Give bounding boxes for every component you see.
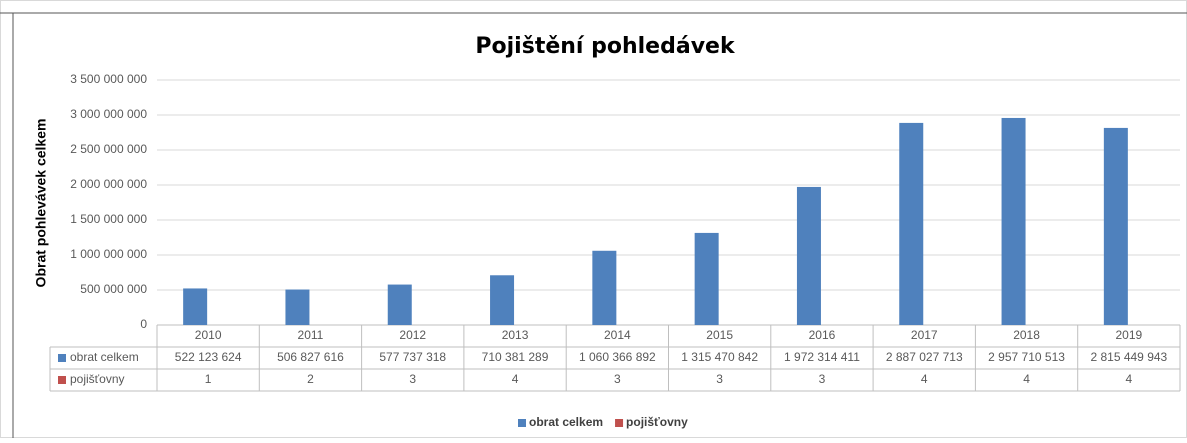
bar (1001, 117, 1026, 325)
table-value: 2 (307, 372, 314, 386)
table-value: 2 815 449 943 (1090, 350, 1167, 364)
y-tick-label: 3 500 000 000 (70, 72, 147, 86)
bar (694, 232, 719, 325)
table-value: 506 827 616 (277, 350, 344, 364)
x-tick-label: 2014 (604, 328, 631, 342)
y-axis-label: Obrat pohlevávek celkem (33, 119, 49, 288)
y-tick-label: 1 000 000 000 (70, 247, 147, 261)
table-value: 2 887 027 713 (886, 350, 963, 364)
table-value: 522 123 624 (175, 350, 242, 364)
table-value: 1 (205, 372, 212, 386)
table-legend-key (58, 376, 66, 384)
y-tick-label: 2 000 000 000 (70, 177, 147, 191)
table-value: 3 (716, 372, 723, 386)
table-value: 3 (819, 372, 826, 386)
x-tick-label: 2011 (298, 328, 324, 342)
table-value: 1 972 314 411 (784, 350, 860, 364)
x-tick-label: 2018 (1013, 328, 1040, 342)
y-tick-label: 500 000 000 (80, 282, 147, 296)
table-value: 2 957 710 513 (988, 350, 1065, 364)
y-tick-label: 3 000 000 000 (70, 107, 147, 121)
y-tick-label: 2 500 000 000 (70, 142, 147, 156)
legend-key (518, 419, 526, 427)
table-value: 577 737 318 (379, 350, 446, 364)
bar (899, 122, 924, 326)
table-value: 4 (1126, 372, 1133, 386)
table-value: 1 315 470 842 (681, 350, 758, 364)
x-tick-label: 2019 (1115, 328, 1142, 342)
legend-label: obrat celkem (529, 415, 603, 429)
table-value: 3 (409, 372, 416, 386)
x-tick-label: 2010 (195, 328, 222, 342)
table-value: 3 (614, 372, 621, 386)
chart-title: Pojištění pohledávek (475, 34, 736, 59)
x-tick-label: 2015 (706, 328, 733, 342)
bar (1103, 127, 1128, 325)
table-value: 710 381 289 (482, 350, 549, 364)
bar (490, 275, 515, 325)
table-value: 4 (512, 372, 519, 386)
x-tick-label: 2016 (809, 328, 836, 342)
y-tick-label: 1 500 000 000 (70, 212, 147, 226)
bar (285, 289, 310, 325)
table-value: 4 (921, 372, 928, 386)
bar (387, 284, 412, 325)
table-value: 4 (1023, 372, 1030, 386)
legend-key (615, 419, 624, 427)
y-tick-label: 0 (140, 317, 147, 331)
bar (183, 288, 208, 325)
table-row-label: pojišťovny (70, 372, 125, 386)
bar (796, 186, 821, 325)
bar (592, 250, 617, 325)
legend-label: pojišťovny (626, 415, 688, 429)
x-tick-label: 2013 (502, 328, 529, 342)
table-legend-key (58, 354, 66, 362)
table-value: 1 060 366 892 (579, 350, 656, 364)
x-tick-label: 2017 (911, 328, 938, 342)
x-tick-label: 2012 (399, 328, 426, 342)
table-row-label: obrat celkem (70, 350, 139, 364)
